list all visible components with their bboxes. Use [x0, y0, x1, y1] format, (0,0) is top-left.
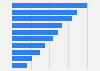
Bar: [12, 63, 27, 68]
Bar: [12, 50, 40, 55]
Bar: [12, 36, 53, 41]
Bar: [12, 16, 72, 21]
Bar: [12, 3, 87, 8]
Bar: [12, 43, 45, 48]
Bar: [12, 10, 77, 15]
Bar: [12, 23, 62, 28]
Bar: [12, 30, 58, 35]
Bar: [12, 56, 32, 61]
